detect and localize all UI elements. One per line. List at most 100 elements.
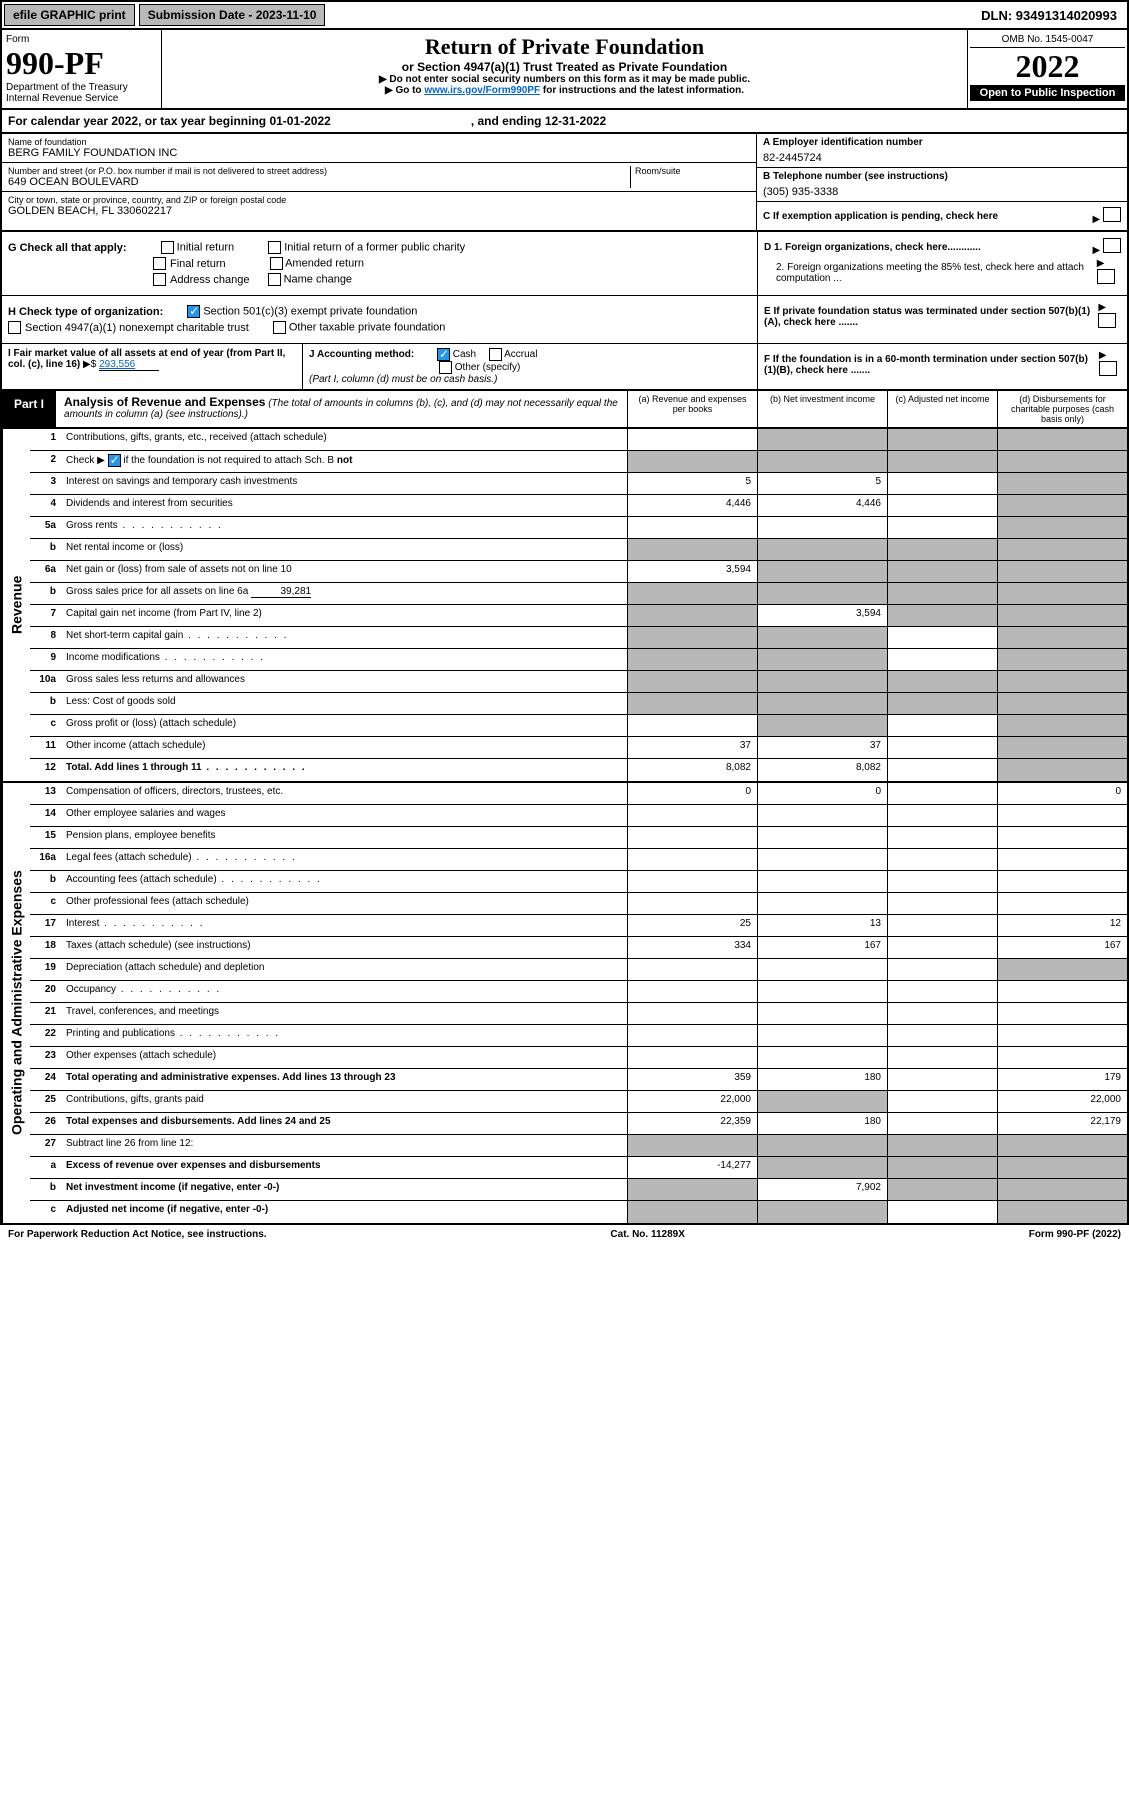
c-label: C If exemption application is pending, c… <box>763 211 998 222</box>
cell-value: 13 <box>757 915 887 936</box>
row-num: 17 <box>30 915 62 936</box>
row-desc: Other expenses (attach schedule) <box>62 1047 627 1068</box>
row-num: 6a <box>30 561 62 582</box>
amended-return-label: Amended return <box>285 257 364 269</box>
initial-return-checkbox[interactable] <box>161 241 174 254</box>
room-label: Room/suite <box>635 166 750 176</box>
row-desc: Net gain or (loss) from sale of assets n… <box>62 561 627 582</box>
e-checkbox[interactable] <box>1098 313 1116 328</box>
row-desc: Travel, conferences, and meetings <box>62 1003 627 1024</box>
cash-checkbox[interactable] <box>437 348 450 361</box>
row-num: 27 <box>30 1135 62 1156</box>
s4947-checkbox[interactable] <box>8 321 21 334</box>
other-method-checkbox[interactable] <box>439 361 452 374</box>
ein-label: A Employer identification number <box>763 137 1121 148</box>
efile-print-button[interactable]: efile GRAPHIC print <box>4 4 135 26</box>
other-taxable-checkbox[interactable] <box>273 321 286 334</box>
row-desc: Accounting fees (attach schedule) <box>62 871 627 892</box>
row-num: 14 <box>30 805 62 826</box>
form-note1: ▶ Do not enter social security numbers o… <box>166 74 963 85</box>
expenses-side-label: Operating and Administrative Expenses <box>2 783 30 1223</box>
col-a-header: (a) Revenue and expenses per books <box>627 391 757 427</box>
foundation-name: BERG FAMILY FOUNDATION INC <box>8 147 750 159</box>
row-num: 16a <box>30 849 62 870</box>
row-desc: Depreciation (attach schedule) and deple… <box>62 959 627 980</box>
row-desc: Other employee salaries and wages <box>62 805 627 826</box>
row-desc: Pension plans, employee benefits <box>62 827 627 848</box>
d2-checkbox[interactable] <box>1097 269 1115 284</box>
cell-value: 167 <box>757 937 887 958</box>
part1-header: Part I Analysis of Revenue and Expenses … <box>0 391 1129 429</box>
name-change-checkbox[interactable] <box>268 273 281 286</box>
row-num: 2 <box>30 451 62 472</box>
submission-date: Submission Date - 2023-11-10 <box>139 4 326 26</box>
cell-value: 5 <box>627 473 757 494</box>
accrual-checkbox[interactable] <box>489 348 502 361</box>
cash-label: Cash <box>453 349 476 360</box>
row-num: c <box>30 893 62 914</box>
row-desc: Compensation of officers, directors, tru… <box>62 783 627 804</box>
cell-value: 22,359 <box>627 1113 757 1134</box>
row-num: 3 <box>30 473 62 494</box>
row-desc: Adjusted net income (if negative, enter … <box>62 1201 627 1223</box>
s501c3-label: Section 501(c)(3) exempt private foundat… <box>203 305 417 317</box>
schb-checkbox[interactable] <box>108 454 121 467</box>
tax-year: 2022 <box>970 48 1125 85</box>
row-num: c <box>30 715 62 736</box>
form-subtitle: or Section 4947(a)(1) Trust Treated as P… <box>166 60 963 74</box>
row-desc: Legal fees (attach schedule) <box>62 849 627 870</box>
city-label: City or town, state or province, country… <box>8 195 750 205</box>
section-ij: I Fair market value of all assets at end… <box>0 344 1129 391</box>
row-desc: Dividends and interest from securities <box>62 495 627 516</box>
form-center: Return of Private Foundation or Section … <box>162 30 967 108</box>
row-num: 18 <box>30 937 62 958</box>
col-b-header: (b) Net investment income <box>757 391 887 427</box>
s501c3-checkbox[interactable] <box>187 305 200 318</box>
part1-title: Analysis of Revenue and Expenses <box>64 395 265 409</box>
cell-value: 0 <box>627 783 757 804</box>
row-num: b <box>30 693 62 714</box>
row-desc: Taxes (attach schedule) (see instruction… <box>62 937 627 958</box>
row-num: c <box>30 1201 62 1223</box>
section-g: G Check all that apply: Initial return I… <box>0 232 1129 296</box>
final-return-checkbox[interactable] <box>153 257 166 270</box>
other-taxable-label: Other taxable private foundation <box>289 321 446 333</box>
address-change-checkbox[interactable] <box>153 273 166 286</box>
address-change-label: Address change <box>170 274 250 286</box>
entity-section: Name of foundation BERG FAMILY FOUNDATIO… <box>0 134 1129 232</box>
phone-label: B Telephone number (see instructions) <box>763 171 1121 182</box>
row-num: 20 <box>30 981 62 1002</box>
form-number: 990-PF <box>6 45 157 82</box>
row-desc: Gross sales price for all assets on line… <box>62 583 627 604</box>
initial-former-checkbox[interactable] <box>268 241 281 254</box>
f-checkbox[interactable] <box>1099 361 1117 376</box>
row-num: 22 <box>30 1025 62 1046</box>
j-note: (Part I, column (d) must be on cash basi… <box>309 374 751 385</box>
row-desc: Contributions, gifts, grants, etc., rece… <box>62 429 627 450</box>
cell-value: 8,082 <box>757 759 887 781</box>
row-desc: Printing and publications <box>62 1025 627 1046</box>
form-word: Form <box>6 34 157 45</box>
row-num: 7 <box>30 605 62 626</box>
d1-checkbox[interactable] <box>1103 238 1121 253</box>
row-num: 1 <box>30 429 62 450</box>
f-label: F If the foundation is in a 60-month ter… <box>764 354 1099 376</box>
row-desc: Subtract line 26 from line 12: <box>62 1135 627 1156</box>
cell-value: 25 <box>627 915 757 936</box>
revenue-side-label: Revenue <box>2 429 30 781</box>
row-desc: Total. Add lines 1 through 11 <box>62 759 627 781</box>
row-num: 9 <box>30 649 62 670</box>
topbar: efile GRAPHIC print Submission Date - 20… <box>0 0 1129 30</box>
row-num: a <box>30 1157 62 1178</box>
c-checkbox[interactable] <box>1103 207 1121 222</box>
row-num: b <box>30 1179 62 1200</box>
amended-return-checkbox[interactable] <box>270 257 283 270</box>
row-num: b <box>30 583 62 604</box>
period-end: , and ending 12-31-2022 <box>471 114 606 128</box>
i-value[interactable]: 293,556 <box>99 359 159 371</box>
ein-value: 82-2445724 <box>763 148 1121 164</box>
row-desc: Less: Cost of goods sold <box>62 693 627 714</box>
cell-value: 334 <box>627 937 757 958</box>
row-desc: Excess of revenue over expenses and disb… <box>62 1157 627 1178</box>
form990pf-link[interactable]: www.irs.gov/Form990PF <box>424 85 540 96</box>
